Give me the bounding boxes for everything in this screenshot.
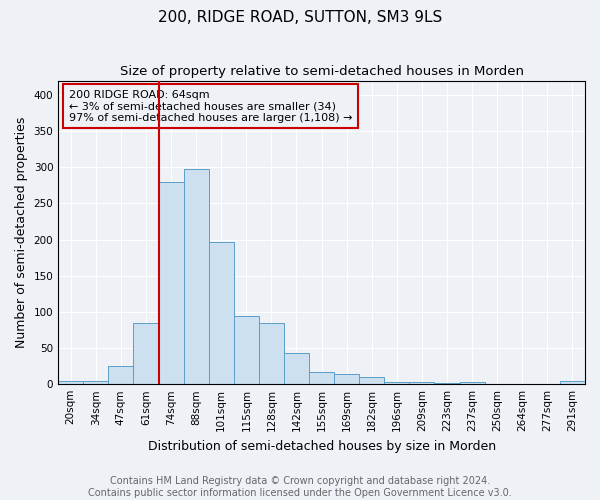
Bar (359, 377, 385, 384)
Y-axis label: Number of semi-detached properties: Number of semi-detached properties (15, 116, 28, 348)
Bar (234, 316, 259, 384)
Title: Size of property relative to semi-detached houses in Morden: Size of property relative to semi-detach… (119, 65, 524, 78)
Bar (309, 372, 334, 384)
Bar (560, 380, 585, 384)
Text: Contains HM Land Registry data © Crown copyright and database right 2024.
Contai: Contains HM Land Registry data © Crown c… (88, 476, 512, 498)
Bar (209, 242, 234, 384)
Bar (409, 382, 434, 384)
Bar (460, 382, 485, 384)
Text: 200, RIDGE ROAD, SUTTON, SM3 9LS: 200, RIDGE ROAD, SUTTON, SM3 9LS (158, 10, 442, 25)
X-axis label: Distribution of semi-detached houses by size in Morden: Distribution of semi-detached houses by … (148, 440, 496, 452)
Bar (158, 182, 184, 384)
Bar (334, 374, 359, 384)
Bar (184, 170, 209, 384)
Bar (284, 353, 309, 384)
Bar (109, 366, 133, 384)
Bar (58, 380, 83, 384)
Bar (83, 380, 109, 384)
Bar (385, 382, 409, 384)
Bar (133, 322, 158, 384)
Bar (434, 382, 460, 384)
Bar (259, 322, 284, 384)
Text: 200 RIDGE ROAD: 64sqm
← 3% of semi-detached houses are smaller (34)
97% of semi-: 200 RIDGE ROAD: 64sqm ← 3% of semi-detac… (69, 90, 352, 123)
